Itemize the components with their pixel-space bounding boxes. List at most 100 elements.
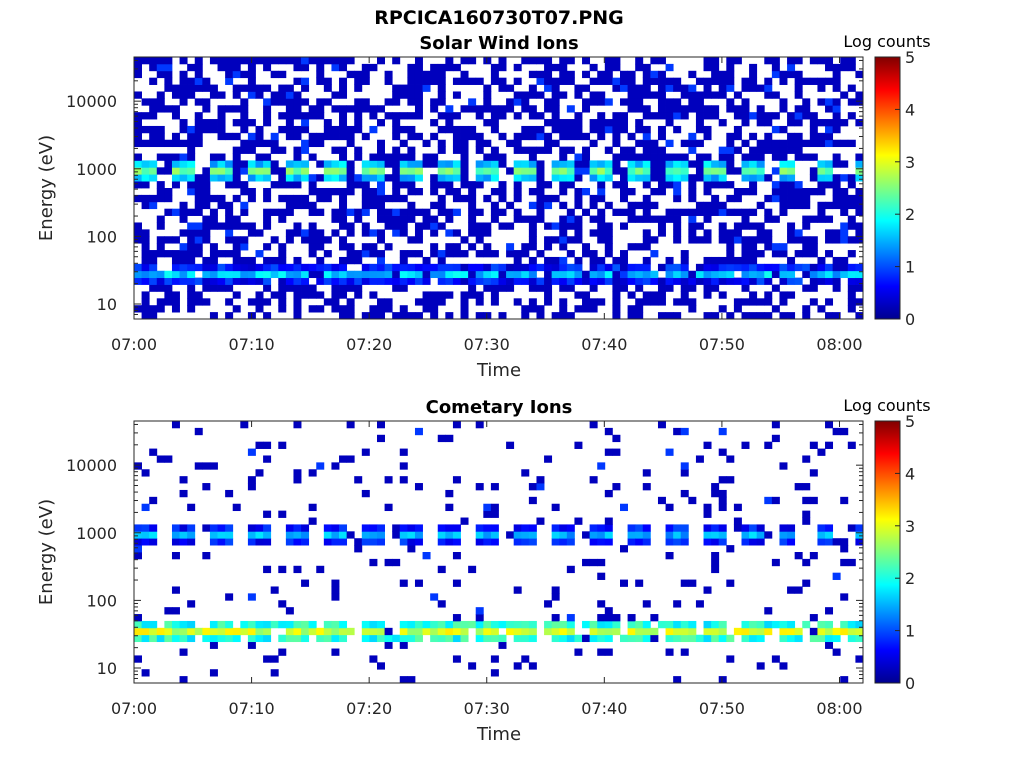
heatmap-cell — [468, 270, 477, 279]
heatmap-cell — [855, 312, 864, 320]
heatmap-cell — [316, 139, 325, 148]
heatmap-cell — [635, 139, 644, 148]
heatmap-cell — [331, 208, 340, 216]
heatmap-cell — [787, 167, 796, 175]
heatmap-cell — [171, 263, 180, 272]
heatmap-cell — [809, 119, 818, 127]
heatmap-cell — [468, 620, 477, 629]
heatmap-cell — [414, 112, 423, 120]
heatmap-cell — [665, 160, 674, 168]
heatmap-cell — [217, 627, 226, 636]
heatmap-cell — [749, 263, 758, 272]
heatmap-cell — [847, 441, 856, 449]
heatmap-cell — [673, 77, 682, 85]
heatmap-cell — [399, 312, 408, 320]
heatmap-cell — [316, 256, 325, 265]
heatmap-cell — [855, 538, 864, 546]
heatmap-cell — [247, 229, 256, 237]
heatmap-cell — [718, 538, 727, 546]
heatmap-cell — [171, 236, 180, 244]
heatmap-cell — [574, 222, 583, 230]
heatmap-cell — [703, 105, 712, 113]
heatmap-cell — [756, 277, 765, 285]
heatmap-cell — [377, 174, 385, 182]
heatmap-cell — [771, 284, 780, 292]
heatmap-cell — [156, 298, 165, 306]
heatmap-cell — [825, 531, 834, 539]
heatmap-cell — [771, 305, 780, 313]
heatmap-cell — [354, 146, 363, 154]
heatmap-cell — [194, 291, 203, 299]
heatmap-cell — [741, 277, 750, 285]
heatmap-cell — [339, 277, 348, 285]
heatmap-cell — [369, 63, 378, 72]
heatmap-cell — [551, 593, 560, 601]
heatmap-cell — [680, 153, 689, 161]
heatmap-cell — [779, 277, 788, 285]
heatmap-cell — [437, 531, 446, 539]
heatmap-cell — [445, 160, 454, 168]
heatmap-cell — [802, 77, 811, 85]
heatmap-cell — [483, 510, 492, 518]
heatmap-cell — [475, 620, 484, 629]
heatmap-cell — [726, 84, 735, 92]
heatmap-cell — [384, 208, 393, 216]
heatmap-cell — [825, 263, 834, 272]
x-axis-label-cometary: Time — [476, 724, 521, 745]
heatmap-cell — [301, 174, 310, 182]
heatmap-cell — [285, 174, 294, 182]
heatmap-cell — [263, 194, 272, 203]
heatmap-cell — [688, 229, 697, 237]
heatmap-cell — [741, 620, 750, 629]
heatmap-cell — [255, 84, 264, 92]
heatmap-cell — [604, 531, 613, 539]
heatmap-cell — [794, 188, 803, 196]
heatmap-cell — [323, 236, 332, 244]
heatmap-cell — [787, 181, 796, 189]
heatmap-cell — [665, 312, 674, 320]
heatmap-cell — [232, 263, 241, 272]
colorbar-tick-label: 1 — [905, 622, 915, 641]
heatmap-cell — [566, 105, 575, 113]
heatmap-cell — [787, 194, 796, 203]
heatmap-cell — [171, 112, 180, 120]
heatmap-cell — [506, 284, 515, 292]
heatmap-cell — [339, 263, 348, 272]
heatmap-cell — [392, 84, 401, 92]
heatmap-cell — [194, 57, 203, 65]
heatmap-cell — [817, 181, 826, 189]
heatmap-cell — [377, 146, 385, 154]
heatmap-cell — [673, 531, 682, 539]
heatmap-cell — [604, 236, 613, 244]
heatmap-cell — [711, 201, 720, 210]
heatmap-cell — [270, 270, 279, 279]
heatmap-cell — [452, 270, 461, 279]
heatmap-cell — [589, 119, 598, 127]
heatmap-cell — [559, 160, 568, 168]
heatmap-cell — [285, 194, 294, 203]
heatmap-cell — [794, 91, 803, 99]
heatmap-cell — [627, 174, 636, 182]
heatmap-cell — [528, 662, 537, 670]
heatmap-cell — [673, 112, 682, 120]
heatmap-cell — [582, 250, 591, 258]
heatmap-cell — [718, 77, 727, 85]
heatmap-cell — [475, 538, 484, 546]
heatmap-cell — [521, 263, 530, 272]
heatmap-cell — [764, 496, 773, 505]
heatmap-cell — [620, 194, 628, 203]
heatmap-cell — [855, 153, 864, 161]
heatmap-cell — [832, 194, 841, 203]
heatmap-cell — [513, 77, 522, 85]
heatmap-cell — [726, 455, 735, 463]
heatmap-cell — [346, 627, 355, 636]
heatmap-cell — [316, 229, 325, 237]
heatmap-cell — [650, 215, 659, 223]
heatmap-cell — [316, 627, 325, 636]
colorbar-gradient-solar-wind — [874, 56, 901, 320]
heatmap-cell — [490, 125, 499, 134]
heatmap-cell — [612, 208, 621, 216]
heatmap-cell — [794, 70, 803, 79]
heatmap-cell — [217, 270, 226, 279]
heatmap-cell — [718, 627, 727, 636]
